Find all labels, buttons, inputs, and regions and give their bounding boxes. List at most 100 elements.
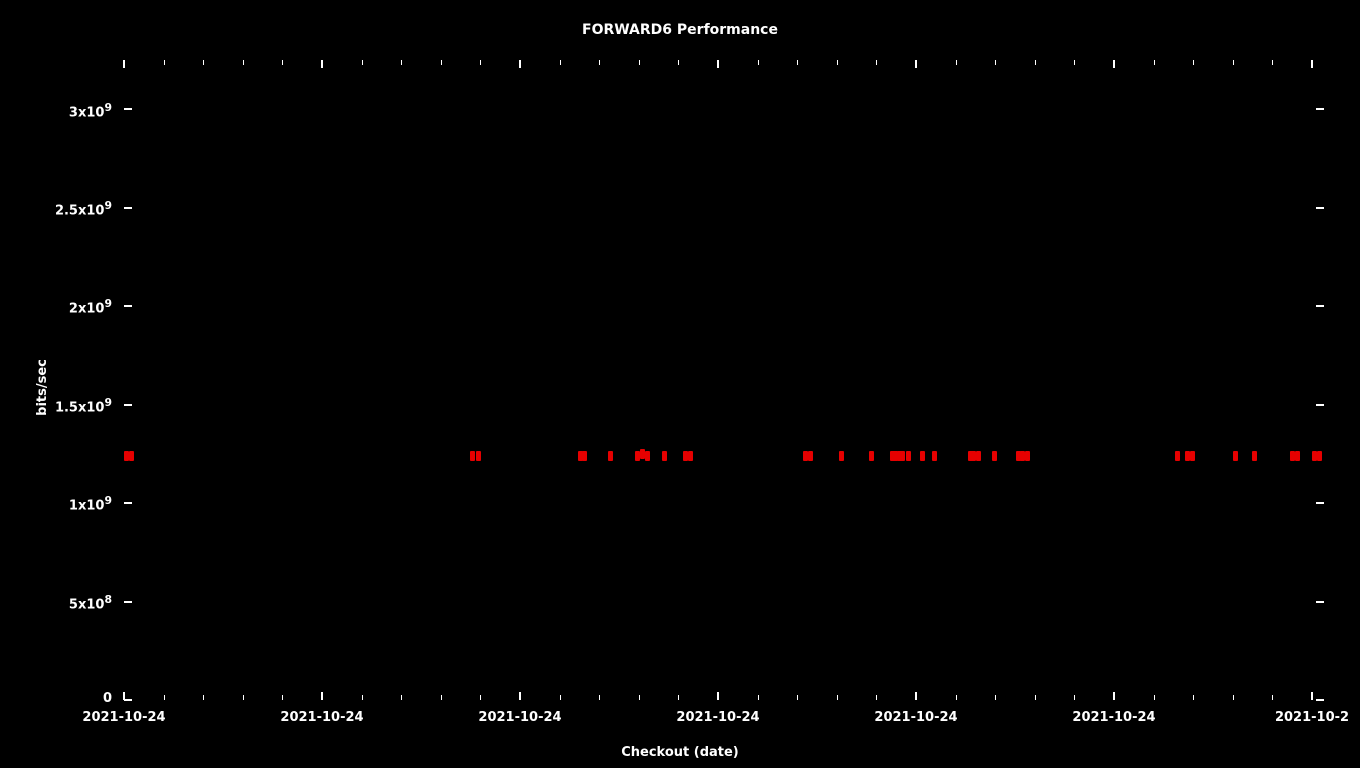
x-minor-tick <box>1272 60 1273 65</box>
y-tick-label: 5x108 <box>69 593 112 612</box>
data-point <box>1252 451 1257 461</box>
data-point <box>920 451 925 461</box>
x-minor-tick <box>837 695 838 700</box>
x-minor-tick <box>362 695 363 700</box>
x-minor-tick <box>243 60 244 65</box>
x-minor-tick <box>203 60 204 65</box>
x-minor-tick <box>599 695 600 700</box>
x-minor-tick <box>1233 60 1234 65</box>
x-minor-tick <box>282 695 283 700</box>
x-minor-tick <box>1154 695 1155 700</box>
y-tick-mark <box>124 108 132 110</box>
data-point <box>976 451 981 461</box>
data-point <box>1317 451 1322 461</box>
x-tick-mark <box>717 692 719 700</box>
x-minor-tick <box>203 695 204 700</box>
data-point <box>1295 451 1300 461</box>
y-tick-mark <box>1316 601 1324 603</box>
x-minor-tick <box>1035 60 1036 65</box>
y-tick-mark <box>1316 699 1324 701</box>
x-axis-label: Checkout (date) <box>0 745 1360 760</box>
data-point <box>1175 451 1180 461</box>
data-point <box>476 451 481 461</box>
x-minor-tick <box>1035 695 1036 700</box>
x-minor-tick <box>995 60 996 65</box>
y-tick-mark <box>124 305 132 307</box>
x-minor-tick <box>758 60 759 65</box>
x-minor-tick <box>876 695 877 700</box>
data-point <box>608 451 613 461</box>
x-minor-tick <box>164 695 165 700</box>
data-point <box>129 451 134 461</box>
data-point <box>470 451 475 461</box>
x-minor-tick <box>956 695 957 700</box>
x-tick-mark <box>1311 692 1313 700</box>
data-point <box>1190 451 1195 461</box>
x-tick-mark <box>321 60 323 68</box>
x-minor-tick <box>1074 695 1075 700</box>
y-tick-mark <box>124 699 132 701</box>
data-point <box>645 451 650 461</box>
data-point <box>869 451 874 461</box>
x-tick-mark <box>123 60 125 68</box>
x-minor-tick <box>599 60 600 65</box>
x-minor-tick <box>401 60 402 65</box>
x-minor-tick <box>560 695 561 700</box>
x-minor-tick <box>362 60 363 65</box>
y-tick-label: 2.5x109 <box>55 199 112 218</box>
data-point <box>900 451 905 461</box>
y-tick-mark <box>124 502 132 504</box>
y-axis-label: bits/sec <box>35 359 50 416</box>
y-tick-mark <box>1316 305 1324 307</box>
x-tick-mark <box>915 60 917 68</box>
x-minor-tick <box>678 60 679 65</box>
data-point <box>1233 451 1238 461</box>
x-minor-tick <box>441 60 442 65</box>
y-tick-label: 2x109 <box>69 297 112 316</box>
y-tick-mark <box>1316 502 1324 504</box>
y-tick-label: 3x109 <box>69 101 112 120</box>
y-tick-mark <box>1316 108 1324 110</box>
x-tick-label: 2021-10-24 <box>676 710 759 725</box>
performance-chart: FORWARD6 Performance bits/sec Checkout (… <box>0 0 1360 768</box>
x-minor-tick <box>1154 60 1155 65</box>
y-tick-mark <box>124 601 132 603</box>
y-tick-mark <box>1316 404 1324 406</box>
x-minor-tick <box>1193 60 1194 65</box>
data-point <box>906 451 911 461</box>
x-tick-label: 2021-10-24 <box>1072 710 1155 725</box>
data-point <box>1185 451 1190 461</box>
x-minor-tick <box>639 60 640 65</box>
x-minor-tick <box>797 695 798 700</box>
chart-title: FORWARD6 Performance <box>0 22 1360 38</box>
x-tick-mark <box>1113 60 1115 68</box>
data-point <box>688 451 693 461</box>
x-minor-tick <box>876 60 877 65</box>
data-point <box>992 451 997 461</box>
x-tick-label: 2021-10-24 <box>874 710 957 725</box>
x-tick-mark <box>717 60 719 68</box>
x-minor-tick <box>758 695 759 700</box>
x-minor-tick <box>1272 695 1273 700</box>
x-tick-label: 2021-10-24 <box>82 710 165 725</box>
x-minor-tick <box>1193 695 1194 700</box>
x-minor-tick <box>164 60 165 65</box>
x-tick-mark <box>1113 692 1115 700</box>
x-minor-tick <box>995 695 996 700</box>
x-minor-tick <box>560 60 561 65</box>
y-tick-mark <box>1316 207 1324 209</box>
x-tick-label: 2021-10-24 <box>478 710 561 725</box>
x-minor-tick <box>401 695 402 700</box>
x-minor-tick <box>1074 60 1075 65</box>
x-tick-mark <box>321 692 323 700</box>
data-point <box>1025 451 1030 461</box>
x-tick-mark <box>519 60 521 68</box>
data-point <box>808 451 813 461</box>
x-tick-mark <box>123 692 125 700</box>
x-tick-mark <box>1311 60 1313 68</box>
y-tick-label: 1x109 <box>69 494 112 513</box>
x-tick-label: 2021-10-24 <box>280 710 363 725</box>
x-minor-tick <box>441 695 442 700</box>
y-tick-label: 0 <box>103 691 112 706</box>
x-minor-tick <box>678 695 679 700</box>
